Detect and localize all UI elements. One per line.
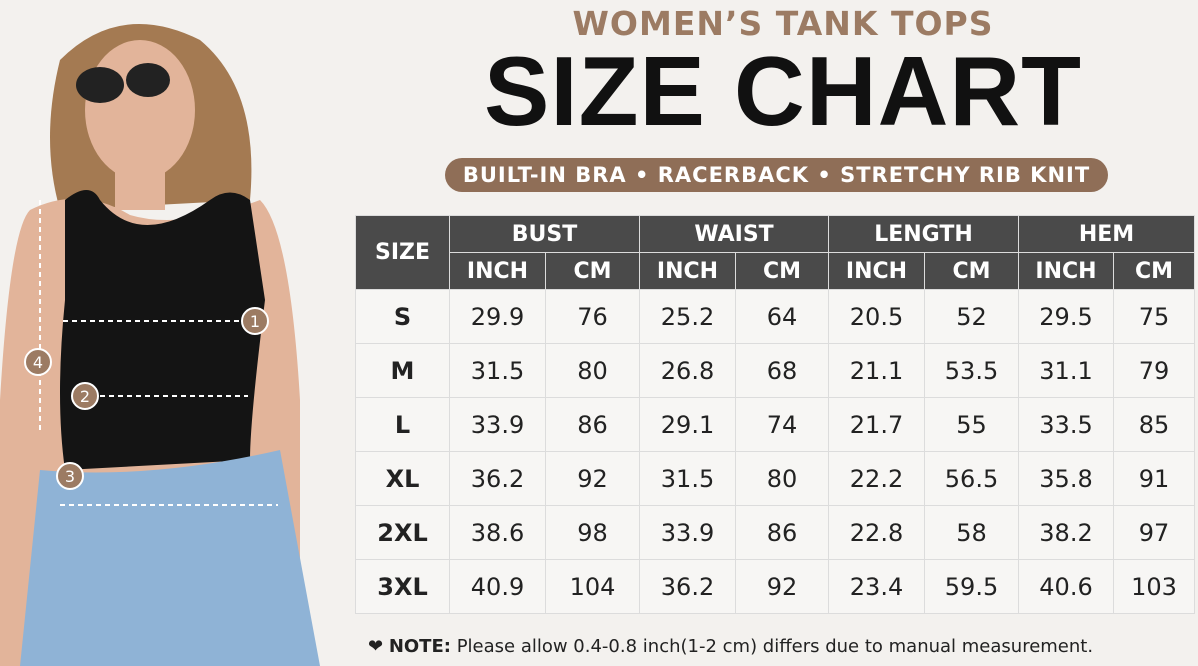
unit-header: INCH — [1018, 252, 1114, 290]
unit-header: CM — [1113, 252, 1195, 290]
size-table: SIZE BUST WAIST LENGTH HEM INCH CM INCH CM INCH C… — [355, 215, 1195, 614]
value-cell: 68 — [735, 343, 829, 398]
group-header: WAIST — [639, 215, 829, 253]
marker-dot — [24, 348, 52, 376]
value-cell: 75 — [1113, 289, 1195, 344]
value-cell: 80 — [545, 343, 640, 398]
value-cell: 29.9 — [449, 289, 546, 344]
value-cell: 74 — [735, 397, 829, 452]
value-cell: 33.9 — [449, 397, 546, 452]
table-row: M 31.5 80 26.8 68 21.1 53.5 31.1 79 — [355, 343, 1195, 398]
table-row: XL 36.2 92 31.5 80 22.2 56.5 35.8 91 — [355, 451, 1195, 506]
value-cell: 21.1 — [828, 343, 925, 398]
value-cell: 22.2 — [828, 451, 925, 506]
value-cell: 86 — [735, 505, 829, 560]
features: BUILT-IN BRA • RACERBACK • STRETCHY RIB … — [445, 158, 1108, 192]
value-cell: 23.4 — [828, 559, 925, 614]
value-cell: 29.1 — [639, 397, 736, 452]
marker-label: 3 — [65, 467, 75, 486]
marker-label: 2 — [80, 387, 90, 406]
value-cell: 55 — [924, 397, 1019, 452]
title: SIZE CHART — [484, 36, 1082, 146]
group-header: HEM — [1018, 215, 1195, 253]
marker-dot — [241, 307, 269, 335]
size-cell: M — [355, 343, 450, 398]
value-cell: 64 — [735, 289, 829, 344]
value-cell: 86 — [545, 397, 640, 452]
value-cell: 33.5 — [1018, 397, 1114, 452]
size-cell: 3XL — [355, 559, 450, 614]
unit-header: CM — [545, 252, 640, 290]
value-cell: 53.5 — [924, 343, 1019, 398]
unit-header: CM — [924, 252, 1019, 290]
value-cell: 92 — [735, 559, 829, 614]
value-cell: 21.7 — [828, 397, 925, 452]
value-cell: 38.6 — [449, 505, 546, 560]
value-cell: 33.9 — [639, 505, 736, 560]
value-cell: 40.9 — [449, 559, 546, 614]
value-cell: 97 — [1113, 505, 1195, 560]
group-header: LENGTH — [828, 215, 1019, 253]
size-cell: XL — [355, 451, 450, 506]
marker-label: 1 — [250, 312, 260, 331]
value-cell: 80 — [735, 451, 829, 506]
value-cell: 40.6 — [1018, 559, 1114, 614]
value-cell: 52 — [924, 289, 1019, 344]
value-cell: 92 — [545, 451, 640, 506]
marker-dot — [71, 382, 99, 410]
value-cell: 29.5 — [1018, 289, 1114, 344]
value-cell: 38.2 — [1018, 505, 1114, 560]
group-header: BUST — [449, 215, 640, 253]
size-cell: S — [355, 289, 450, 344]
value-cell: 98 — [545, 505, 640, 560]
unit-header: CM — [735, 252, 829, 290]
marker-label: 4 — [33, 353, 43, 372]
value-cell: 31.1 — [1018, 343, 1114, 398]
value-cell: 20.5 — [828, 289, 925, 344]
value-cell: 35.8 — [1018, 451, 1114, 506]
value-cell: 103 — [1113, 559, 1195, 614]
value-cell: 85 — [1113, 397, 1195, 452]
value-cell: 36.2 — [639, 559, 736, 614]
value-cell: 104 — [545, 559, 640, 614]
unit-header: INCH — [449, 252, 546, 290]
table-row: 2XL 38.6 98 33.9 86 22.8 58 38.2 97 — [355, 505, 1195, 560]
value-cell: 31.5 — [449, 343, 546, 398]
unit-header: INCH — [828, 252, 925, 290]
header-cell: SIZE — [355, 215, 450, 290]
note-label: NOTE: — [388, 636, 451, 657]
value-cell: 26.8 — [639, 343, 736, 398]
value-cell: 56.5 — [924, 451, 1019, 506]
value-cell: 22.8 — [828, 505, 925, 560]
size-cell: L — [355, 397, 450, 452]
value-cell: 36.2 — [449, 451, 546, 506]
table-row: 3XL 40.9 104 36.2 92 23.4 59.5 40.6 103 — [355, 559, 1195, 614]
value-cell: 59.5 — [924, 559, 1019, 614]
value-cell: 58 — [924, 505, 1019, 560]
marker-dot — [56, 462, 84, 490]
value-cell: 91 — [1113, 451, 1195, 506]
value-cell: 76 — [545, 289, 640, 344]
table-row: L 33.9 86 29.1 74 21.7 55 33.5 85 — [355, 397, 1195, 452]
value-cell: 79 — [1113, 343, 1195, 398]
unit-header: INCH — [639, 252, 736, 290]
value-cell: 31.5 — [639, 451, 736, 506]
value-cell: 25.2 — [639, 289, 736, 344]
note-text: Please allow 0.4-0.8 inch(1-2 cm) differ… — [456, 636, 1094, 657]
size-cell: 2XL — [355, 505, 450, 560]
table-row: S 29.9 76 25.2 64 20.5 52 29.5 75 — [355, 289, 1195, 344]
model-photo: 1 2 3 4 — [0, 24, 320, 666]
note: ❤ NOTE: Please allow 0.4-0.8 inch(1-2 cm… — [368, 636, 1094, 657]
subtitle: WOMEN’S TANK TOPS — [572, 4, 994, 43]
